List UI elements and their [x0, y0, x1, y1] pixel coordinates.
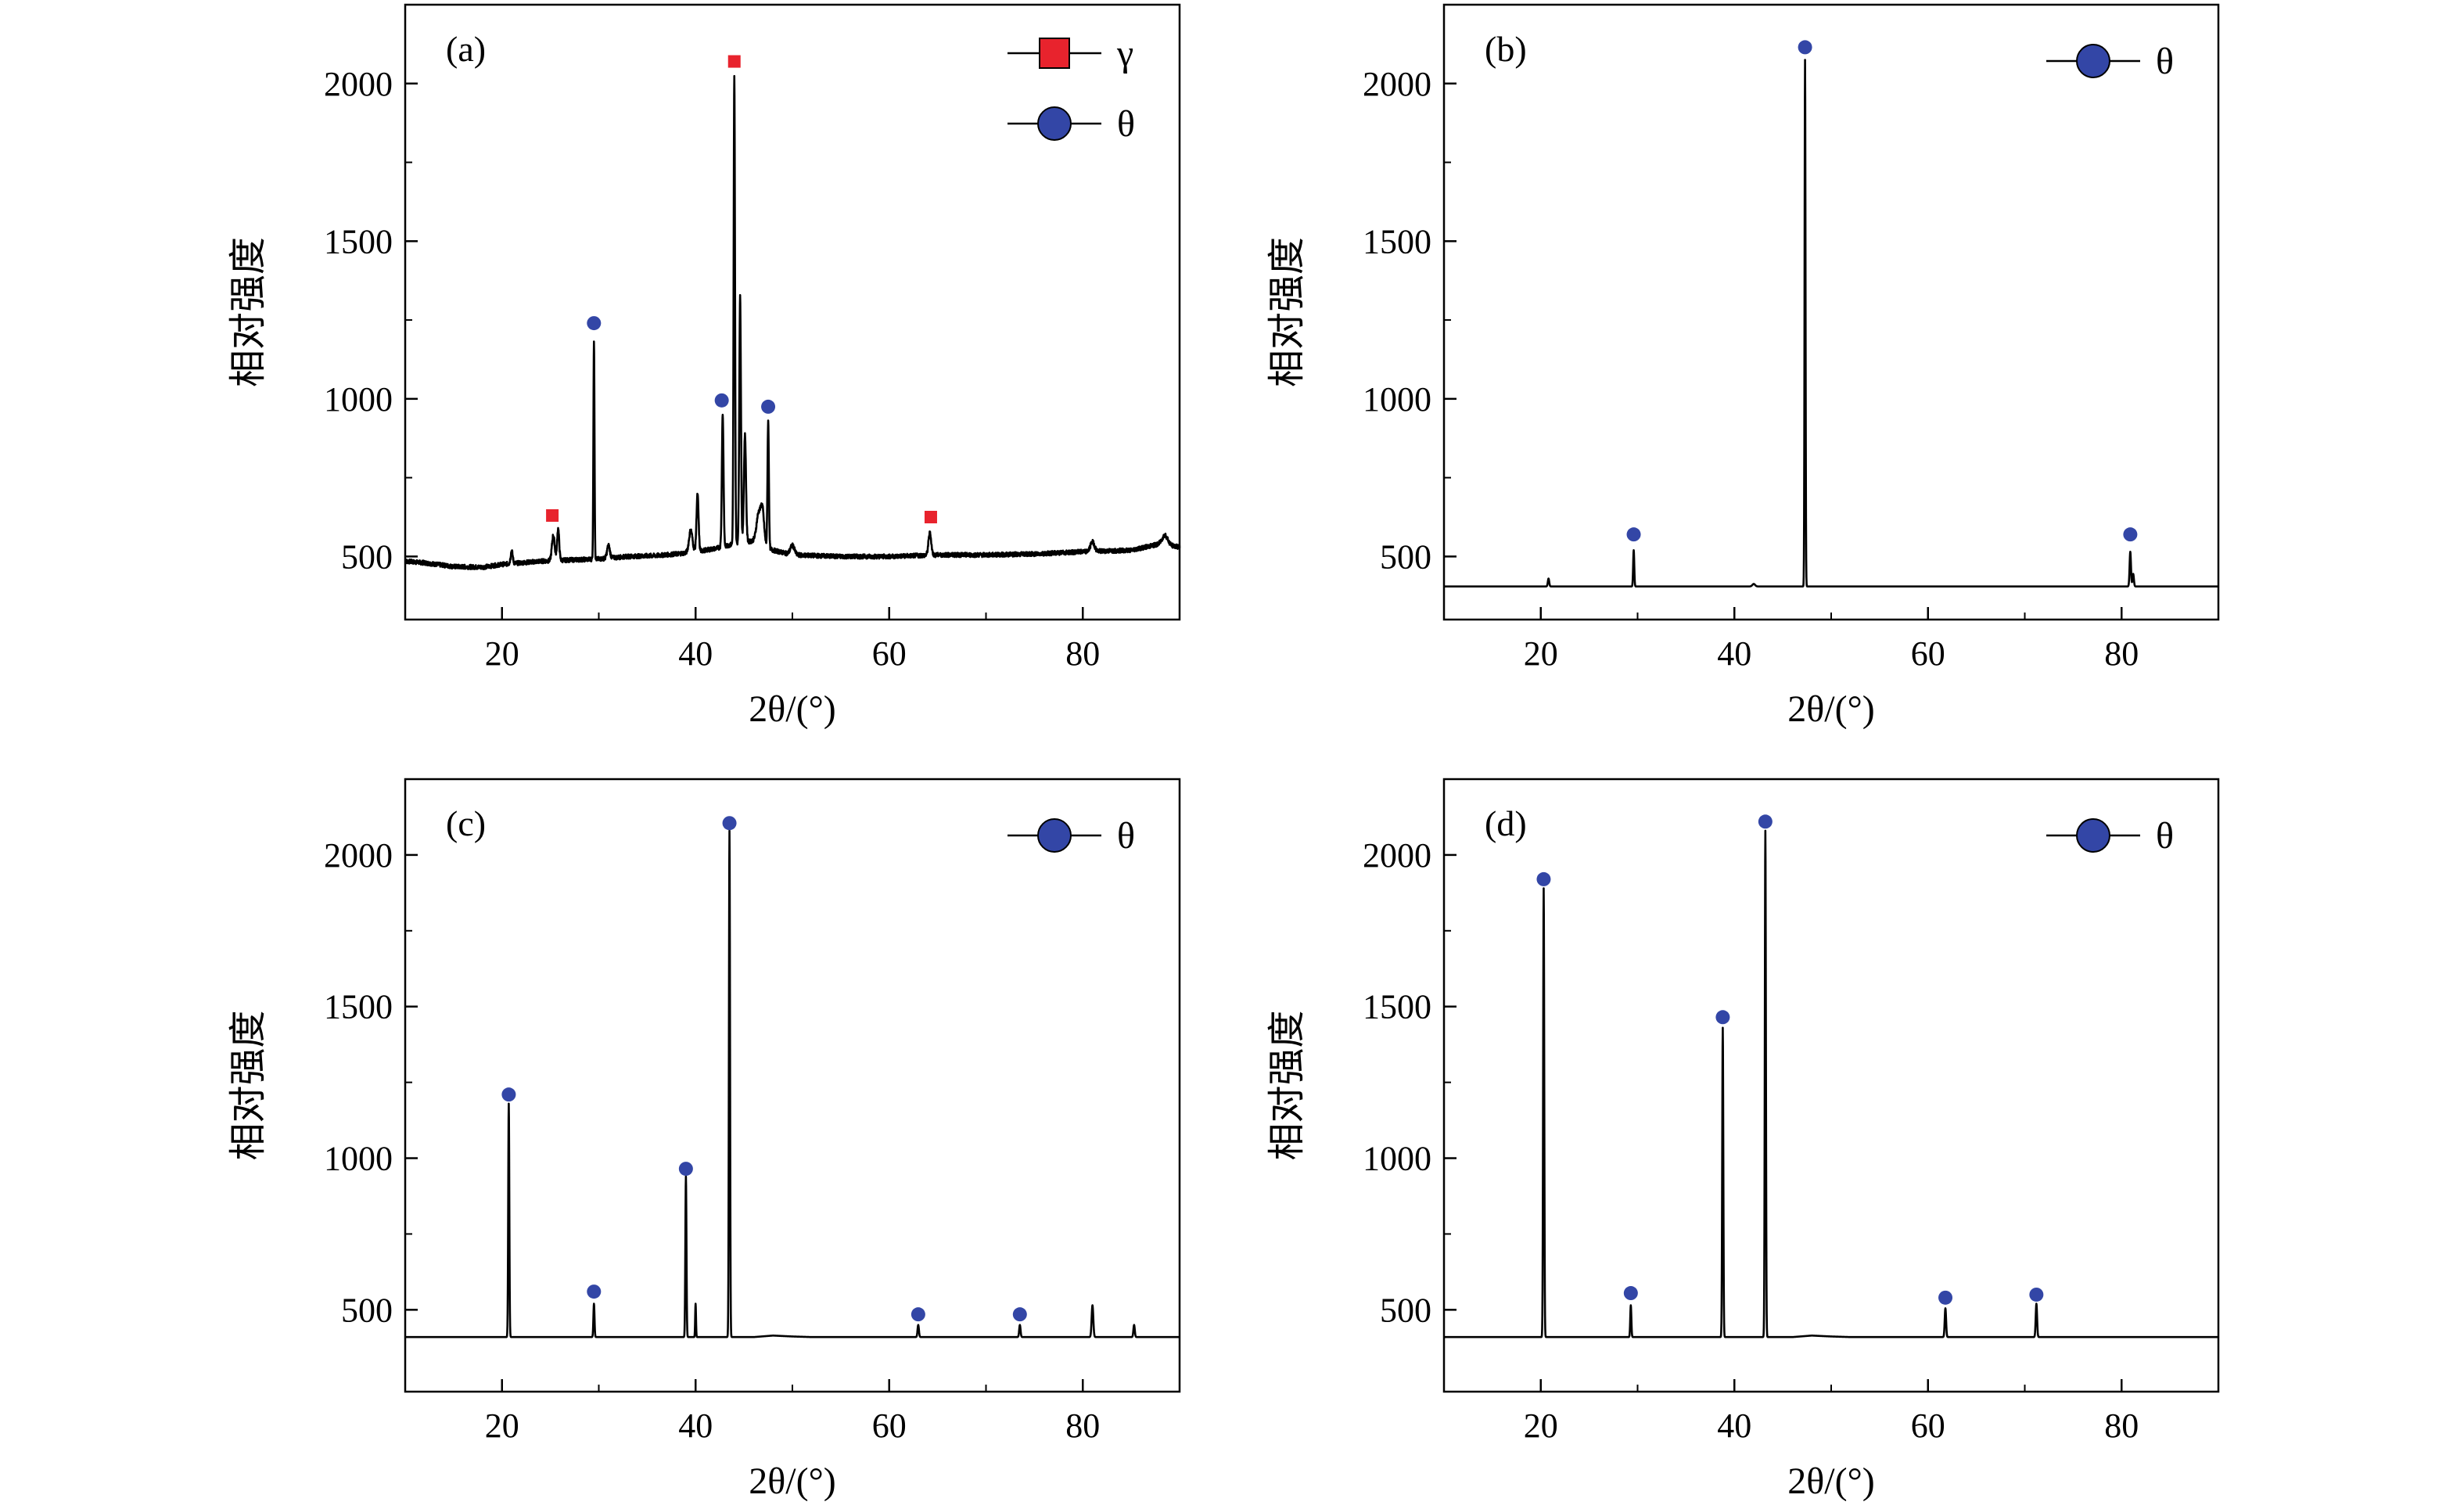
x-axis-title: 2θ/(°)	[749, 1460, 836, 1502]
y-tick-label: 2000	[1363, 836, 1431, 875]
legend-entry: θ	[2046, 41, 2174, 82]
x-tick-label: 60	[1911, 634, 1945, 673]
panel-label: (c)	[446, 803, 486, 843]
y-tick-label: 1000	[1363, 380, 1431, 419]
theta-peak-marker	[722, 816, 737, 831]
gamma-peak-marker	[546, 508, 559, 522]
x-axis-title: 2θ/(°)	[749, 688, 836, 730]
y-tick-label: 1500	[324, 988, 393, 1026]
legend-entry: θ	[1008, 103, 1135, 145]
xrd-trace	[1442, 829, 2220, 1338]
theta-peak-marker	[678, 1162, 693, 1177]
panel-label: (a)	[446, 29, 486, 69]
x-tick-label: 60	[872, 634, 907, 673]
gamma-peak-marker	[727, 55, 741, 68]
theta-peak-marker	[1012, 1307, 1027, 1322]
theta-peak-marker	[761, 399, 776, 414]
theta-peak-marker	[1758, 814, 1773, 829]
y-tick-label: 1000	[1363, 1140, 1431, 1178]
theta-peak-marker	[911, 1307, 925, 1322]
chart-panel-2: 20 40 60 80 500 1000 1500 2000 2θ/(°) 相对强度 (b) θ	[1266, 3, 2220, 730]
y-axis-title: 相对强度	[1266, 237, 1308, 387]
legend-label: γ	[1116, 33, 1133, 74]
x-tick-label: 80	[2104, 634, 2139, 673]
plot-frame	[1442, 3, 2220, 621]
x-tick-label: 40	[1717, 1407, 1751, 1445]
y-tick-label: 500	[1380, 1291, 1431, 1329]
y-tick-label: 1000	[324, 1140, 393, 1178]
x-tick-label: 80	[2104, 1407, 2139, 1445]
chart-panel-3: 20 40 60 80 500 1000 1500 2000 2θ/(°) 相对强度 (c) θ	[228, 778, 1181, 1502]
x-tick-label: 20	[1524, 1407, 1558, 1445]
y-tick-label: 1500	[1363, 988, 1431, 1026]
xrd-trace	[404, 74, 1181, 570]
legend-entry: γ	[1008, 33, 1133, 74]
x-tick-label: 20	[485, 1407, 519, 1445]
y-tick-label: 500	[341, 1291, 393, 1329]
theta-peak-marker	[1715, 1010, 1730, 1025]
theta-peak-marker	[1938, 1290, 1953, 1305]
theta-peak-marker	[501, 1087, 516, 1102]
plot-frame	[404, 778, 1181, 1393]
theta-peak-marker	[587, 316, 602, 331]
x-tick-label: 40	[678, 1407, 713, 1445]
x-tick-label: 20	[1524, 634, 1558, 673]
plot-frame	[1442, 778, 2220, 1393]
theta-peak-marker	[2029, 1287, 2044, 1302]
x-axis-title: 2θ/(°)	[1787, 1460, 1875, 1502]
legend-label: θ	[2156, 41, 2174, 82]
y-tick-label: 1000	[324, 380, 393, 419]
legend-label: θ	[2156, 815, 2174, 857]
theta-peak-marker	[1623, 1286, 1638, 1301]
x-tick-label: 80	[1065, 634, 1100, 673]
xrd-trace	[404, 829, 1181, 1338]
y-tick-label: 1500	[324, 222, 393, 260]
x-tick-label: 60	[872, 1407, 907, 1445]
gamma-peak-marker	[924, 511, 937, 523]
theta-peak-marker	[2123, 527, 2138, 542]
x-tick-label: 40	[1717, 634, 1751, 673]
chart-panel-4: 20 40 60 80 500 1000 1500 2000 2θ/(°) 相对强度 (d) θ	[1266, 778, 2220, 1502]
y-tick-label: 500	[341, 537, 393, 576]
x-tick-label: 60	[1911, 1407, 1945, 1445]
x-axis-title: 2θ/(°)	[1787, 688, 1875, 730]
panel-label: (d)	[1485, 803, 1527, 843]
panel-label: (b)	[1485, 29, 1527, 69]
legend-square-marker	[1039, 38, 1070, 69]
theta-peak-marker	[587, 1284, 602, 1299]
legend-label: θ	[1117, 815, 1135, 857]
y-tick-label: 1500	[1363, 222, 1431, 260]
y-tick-label: 2000	[324, 65, 393, 103]
legend-label: θ	[1117, 103, 1135, 145]
y-axis-title: 相对强度	[228, 1010, 269, 1160]
theta-peak-marker	[1536, 871, 1551, 886]
legend-circle-marker	[2076, 44, 2110, 78]
y-tick-label: 2000	[1363, 65, 1431, 103]
legend-entry: θ	[1008, 815, 1135, 857]
theta-peak-marker	[1626, 527, 1641, 542]
y-tick-label: 2000	[324, 836, 393, 875]
plot-frame	[404, 3, 1181, 621]
x-tick-label: 80	[1065, 1407, 1100, 1445]
x-tick-label: 40	[678, 634, 713, 673]
xrd-trace	[1442, 59, 2220, 587]
theta-peak-marker	[714, 393, 729, 408]
chart-panel-1: 20 40 60 80 500 1000 1500 2000 2θ/(°) 相对强度 (a) γθ	[228, 3, 1181, 730]
legend-circle-marker	[2076, 818, 2110, 853]
y-axis-title: 相对强度	[228, 237, 269, 387]
legend-entry: θ	[2046, 815, 2174, 857]
y-tick-label: 500	[1380, 537, 1431, 576]
x-tick-label: 20	[485, 634, 519, 673]
legend-circle-marker	[1037, 106, 1072, 141]
theta-peak-marker	[1798, 40, 1812, 55]
legend-circle-marker	[1037, 818, 1072, 853]
y-axis-title: 相对强度	[1266, 1010, 1308, 1160]
